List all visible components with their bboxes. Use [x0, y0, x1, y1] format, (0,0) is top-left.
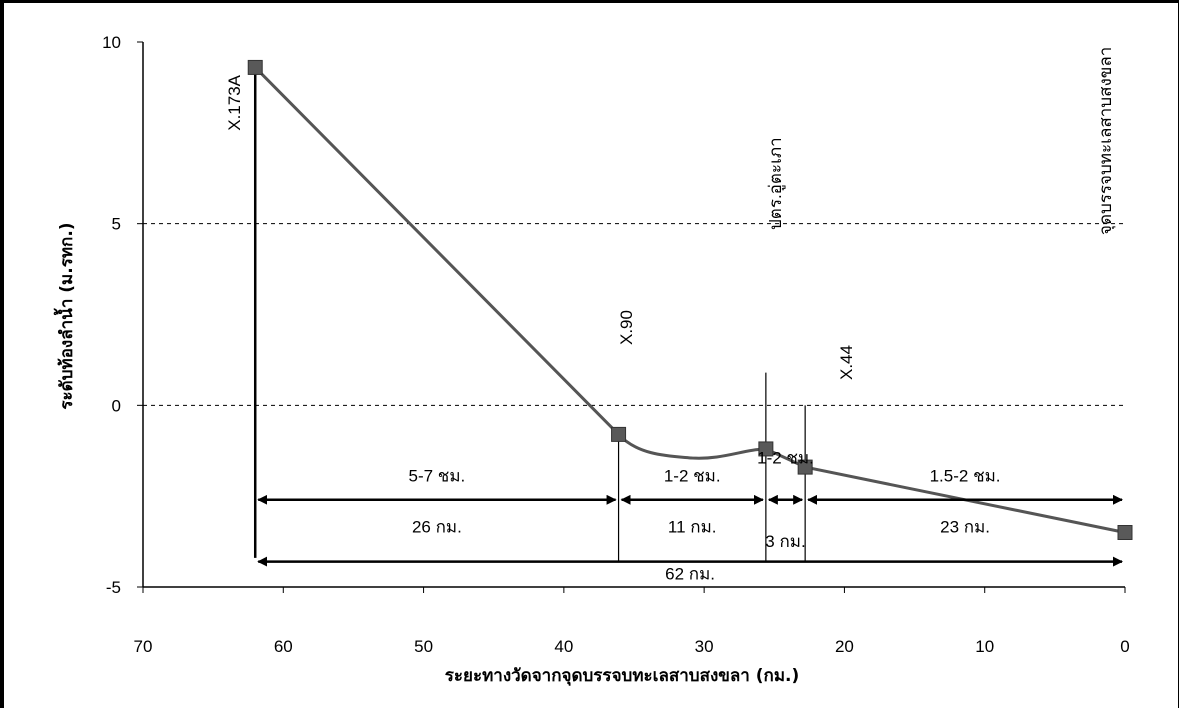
- segment-travel-time: 1.5-2 ชม.: [930, 467, 1001, 486]
- segment-distance: 23 กม.: [940, 518, 990, 537]
- total-distance: 62 กม.: [665, 565, 715, 584]
- station-label: จุดบรรจบทะเลสาบสงขลา: [1096, 47, 1116, 235]
- x-tick-labels: 70 60 50 40 30 20 10 0: [134, 637, 1130, 656]
- x-tick-label: 0: [1120, 637, 1129, 656]
- segment-travel-time: 1-2 ชม.: [664, 467, 721, 486]
- station-label: X.173A: [225, 74, 244, 130]
- gridlines: [143, 223, 1125, 406]
- segment-distance: 26 กม.: [412, 518, 462, 537]
- x-tick-label: 30: [695, 637, 714, 656]
- data-point: [797, 459, 813, 475]
- y-tick-label: 5: [112, 215, 121, 234]
- station-lines: [253, 67, 806, 562]
- x-tick-label: 50: [414, 637, 433, 656]
- x-tick-label: 20: [835, 637, 854, 656]
- station-label: X.44: [837, 345, 856, 380]
- segment-annotations: 5-7 ชม. 26 กม. 1-2 ชม. 11 กม. 1-2 ชม. 3 กม. 1.…: [257, 448, 1123, 584]
- station-label: X.90: [617, 310, 636, 345]
- segment-travel-time: 5-7 ชม.: [409, 467, 466, 486]
- x-tick-label: 70: [134, 637, 153, 656]
- series-group: [247, 59, 1133, 540]
- segment-distance: 3 กม.: [765, 532, 805, 551]
- series-line: [254, 66, 1126, 534]
- axes: [137, 41, 1126, 593]
- y-tick-label: 10: [102, 33, 121, 52]
- x-axis-title: ระยะทางวัดจากจุดบรรจบทะเลสาบสงขลา (กม.): [445, 666, 800, 686]
- x-tick-label: 60: [274, 637, 293, 656]
- data-point: [247, 59, 263, 75]
- x-tick-label: 10: [975, 637, 994, 656]
- y-tick-labels: 10 5 0 -5: [102, 33, 121, 597]
- station-labels: X.173A X.90 ปตร.อู่ตะเภา X.44 จุดบรรจบทะเลสา…: [225, 47, 1116, 380]
- segment-travel-time: 1-2 ชม.: [757, 448, 814, 467]
- y-tick-label: 0: [112, 396, 121, 415]
- y-axis-title: ระดับท้องลำน้ำ (ม.รทก.): [53, 222, 77, 409]
- x-tick-label: 40: [554, 637, 573, 656]
- data-point: [758, 441, 774, 457]
- data-point: [611, 426, 627, 442]
- data-point: [1117, 525, 1133, 540]
- segment-distance: 11 กม.: [668, 518, 717, 537]
- station-label: ปตร.อู่ตะเภา: [766, 137, 786, 230]
- y-tick-label: -5: [106, 578, 121, 597]
